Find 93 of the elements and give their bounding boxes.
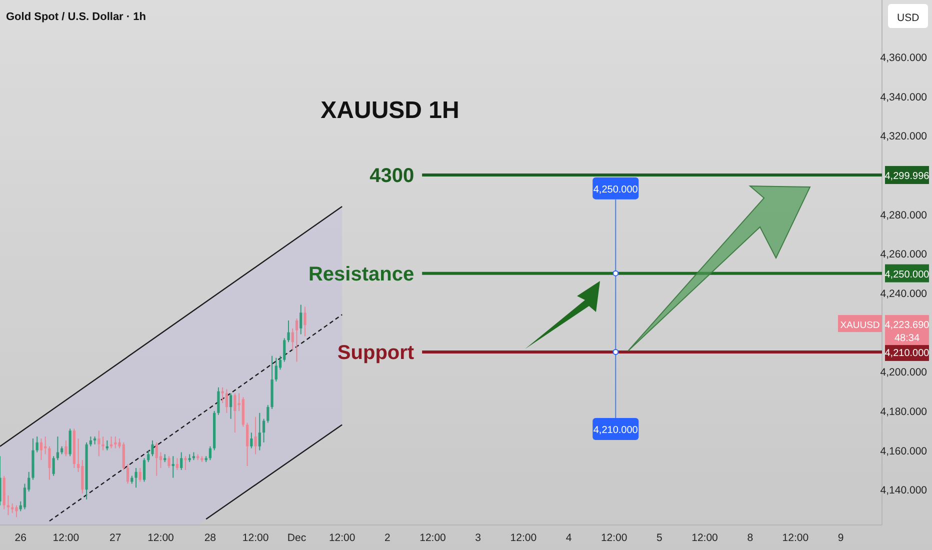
x-tick-label: 12:00: [242, 532, 269, 544]
candlestick: [208, 446, 212, 461]
candlestick: [68, 428, 72, 457]
candlestick: [15, 504, 18, 518]
candlestick: [258, 412, 261, 451]
candlestick: [184, 456, 187, 470]
y-tick-label: 4,340.000: [880, 91, 928, 104]
annotation: 4,250.000: [593, 184, 638, 196]
candlestick: [56, 436, 59, 461]
ref-line-label: 4300: [370, 165, 414, 188]
y-tick-label: 4,320.000: [880, 130, 928, 143]
y-tick-label: 4,200.000: [880, 366, 928, 379]
candlestick: [246, 422, 249, 467]
candlestick: [151, 440, 154, 457]
candlestick: [155, 442, 158, 476]
candlestick: [44, 436, 47, 455]
candlestick: [180, 452, 183, 470]
text: 4,299.996: [884, 171, 930, 182]
candlestick: [266, 404, 270, 424]
x-tick-label: 27: [110, 532, 122, 544]
text: 4,250.000: [884, 269, 930, 280]
x-tick-label: 3: [475, 532, 482, 544]
candlestick: [262, 418, 266, 443]
candlestick: [234, 392, 236, 434]
x-tick-label: 12:00: [148, 532, 174, 544]
candlestick: [217, 386, 220, 416]
y-tick-label: 4,260.000: [880, 248, 928, 261]
x-tick-label: 12:00: [600, 532, 628, 544]
candlestick: [114, 436, 117, 449]
x-tick-label: 12:00: [328, 532, 356, 544]
candlestick: [172, 456, 174, 478]
ref-line-label: Resistance: [308, 263, 414, 286]
candlestick: [283, 338, 286, 362]
text: XAUUSD 1H: [320, 97, 460, 124]
y-tick-label: 4,180.000: [880, 406, 928, 418]
candlestick: [147, 450, 150, 463]
text: 4,223.690: [884, 320, 930, 332]
candlestick: [102, 436, 104, 451]
candlestick: [106, 440, 108, 451]
candlestick: [274, 357, 278, 382]
candlestick: [225, 388, 228, 414]
candlestick: [6, 495, 10, 516]
y-tick-label: 4,240.000: [880, 288, 928, 300]
x-tick-label: 12:00: [782, 532, 809, 544]
candlestick: [168, 456, 170, 468]
annotation: 4,210.000: [593, 424, 638, 436]
y-tick-label: 4,360.000: [880, 52, 928, 64]
text: Gold Spot / U.S. Dollar · 1h: [6, 11, 146, 23]
x-tick-label: 12:00: [692, 532, 718, 544]
candlestick: [254, 416, 257, 455]
x-tick-label: Dec: [287, 532, 306, 544]
y-tick-label: 4,280.000: [880, 209, 928, 222]
candlestick: [98, 430, 100, 457]
candlestick: [64, 440, 68, 457]
candlestick: [287, 320, 290, 343]
x-tick-label: 8: [747, 532, 754, 544]
x-tick-label: 9: [838, 532, 844, 544]
text: 48:34: [894, 333, 920, 344]
candlestick: [11, 502, 14, 514]
candlestick: [126, 464, 130, 484]
candlestick: [176, 458, 179, 470]
candlestick: [52, 456, 55, 476]
text: 4,210.000: [884, 348, 930, 359]
candlestick: [291, 328, 294, 350]
annotation: XAUUSD: [840, 320, 880, 332]
candlestick: [134, 467, 138, 488]
ref-line-label: Support: [337, 342, 414, 364]
candlestick: [48, 446, 51, 480]
x-tick-label: 28: [204, 532, 216, 544]
candlestick: [36, 436, 38, 453]
candlestick: [221, 386, 224, 404]
candlestick: [230, 392, 232, 420]
candlestick: [304, 306, 306, 337]
candlestick: [110, 436, 113, 449]
text: USD: [897, 12, 920, 24]
candlestick: [40, 438, 43, 461]
candlestick: [300, 304, 302, 335]
candlestick: [138, 467, 142, 482]
candlestick: [81, 460, 84, 494]
x-tick-label: 12:00: [510, 532, 537, 544]
x-tick-label: 26: [14, 532, 27, 544]
x-tick-label: 12:00: [52, 532, 80, 544]
x-tick-label: 2: [384, 532, 390, 544]
candlestick: [295, 318, 298, 362]
candlestick: [122, 442, 125, 470]
y-tick-label: 4,140.000: [880, 484, 928, 497]
y-tick-label: 4,160.000: [880, 445, 928, 458]
x-tick-label: 5: [656, 532, 663, 544]
x-tick-label: 12:00: [420, 532, 446, 544]
candlestick: [142, 458, 146, 482]
x-tick-label: 4: [566, 532, 572, 544]
candlestick: [250, 432, 253, 449]
candlestick: [89, 436, 92, 447]
